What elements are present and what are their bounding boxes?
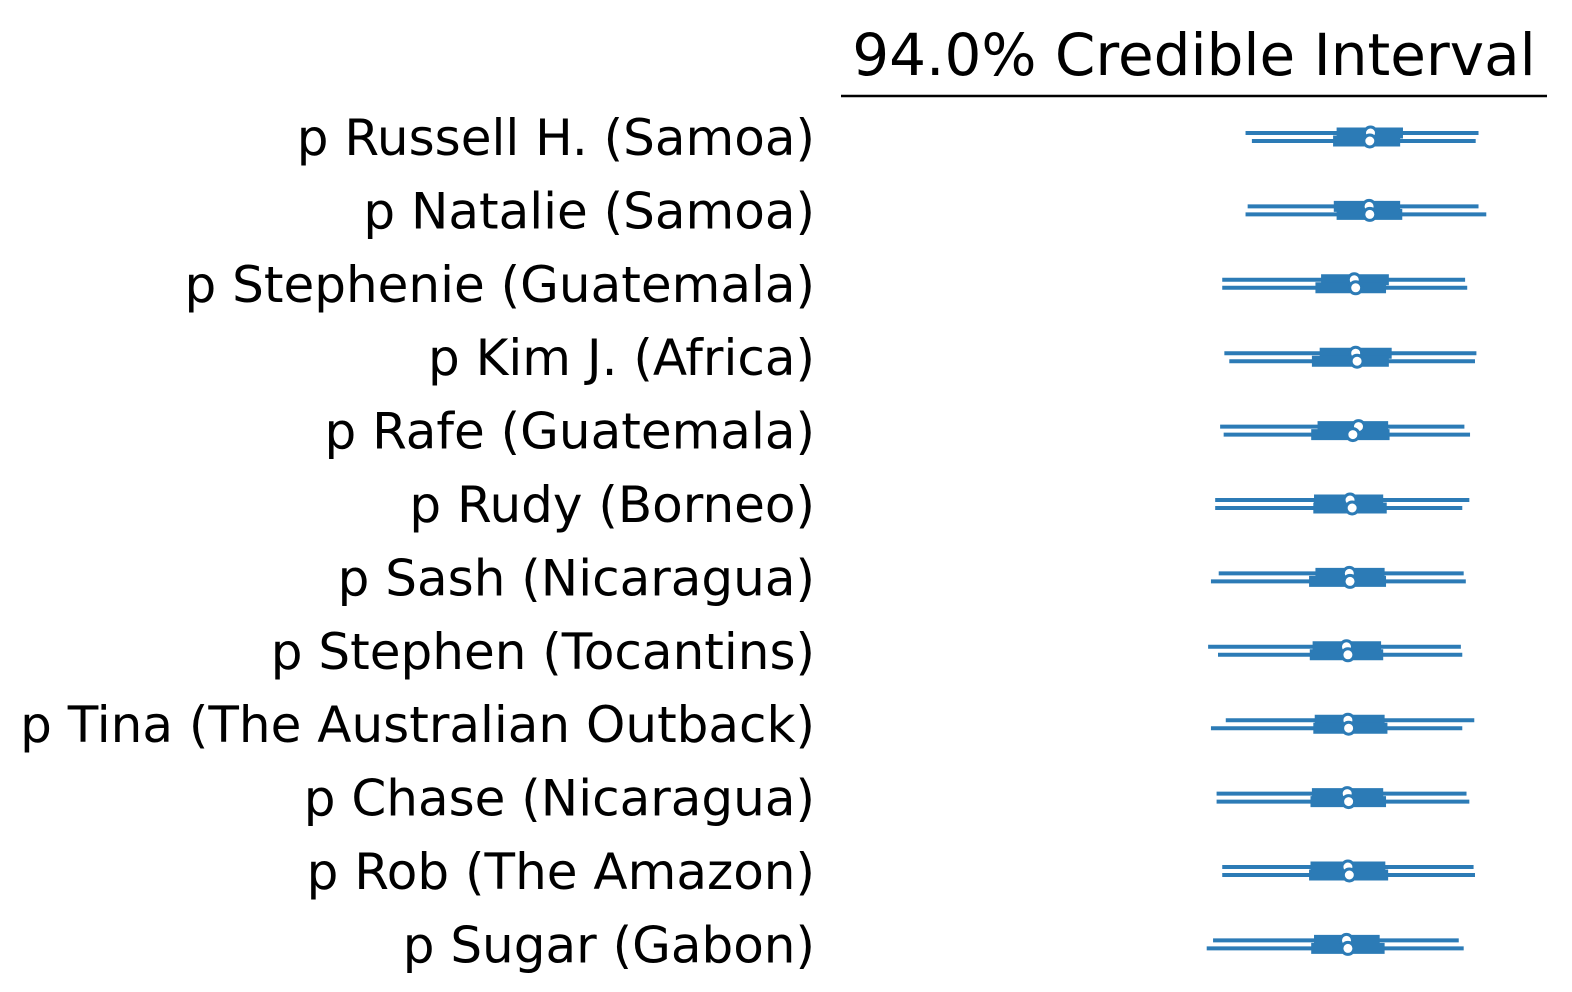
- row-label: p Rafe (Guatemala): [324, 403, 815, 461]
- row-label: p Rudy (Borneo): [409, 476, 815, 534]
- median-point: [1362, 133, 1378, 149]
- row-label: p Rob (The Amazon): [307, 843, 815, 901]
- row-label: p Russell H. (Samoa): [297, 109, 815, 167]
- median-point: [1345, 427, 1361, 443]
- chart-title: 94.0% Credible Interval: [852, 21, 1536, 89]
- interval-marks: [1206, 125, 1487, 956]
- median-point: [1362, 206, 1378, 222]
- row-label: p Natalie (Samoa): [363, 182, 815, 240]
- row-label: p Tina (The Australian Outback): [20, 696, 815, 754]
- median-point: [1340, 647, 1356, 663]
- row-label: p Sash (Nicaragua): [338, 549, 815, 607]
- median-point: [1341, 867, 1357, 883]
- row-label: p Stephen (Tocantins): [271, 623, 815, 681]
- median-point: [1344, 500, 1360, 516]
- median-point: [1340, 940, 1356, 956]
- median-point: [1348, 280, 1364, 296]
- row-label: p Stephenie (Guatemala): [185, 256, 816, 314]
- median-point: [1341, 794, 1357, 810]
- row-label: p Kim J. (Africa): [428, 329, 815, 387]
- median-point: [1341, 720, 1357, 736]
- row-labels: p Russell H. (Samoa) p Natalie (Samoa) p S…: [20, 109, 815, 974]
- row-label: p Sugar (Gabon): [403, 916, 815, 974]
- median-point: [1342, 573, 1358, 589]
- row-label: p Chase (Nicaragua): [304, 770, 815, 828]
- median-point: [1349, 353, 1365, 369]
